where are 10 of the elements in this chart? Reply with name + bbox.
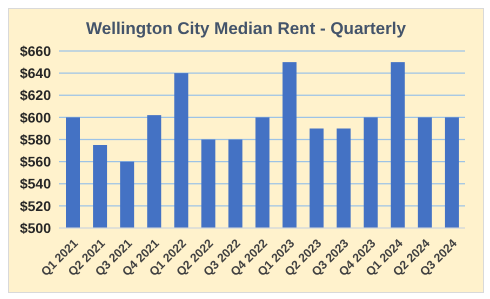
y-tick-label: $540 <box>20 176 52 192</box>
chart-title: Wellington City Median Rent - Quarterly <box>85 18 407 40</box>
y-tick-label: $560 <box>20 154 52 170</box>
y-tick-label: $640 <box>20 65 52 82</box>
y-tick-label: $620 <box>20 87 52 104</box>
y-tick-label: $580 <box>20 131 52 148</box>
y-tick-label: $600 <box>20 109 52 126</box>
y-tick-label: $500 <box>20 220 52 236</box>
y-tick-label: $520 <box>20 198 52 214</box>
y-tick-label: $660 <box>20 42 52 59</box>
